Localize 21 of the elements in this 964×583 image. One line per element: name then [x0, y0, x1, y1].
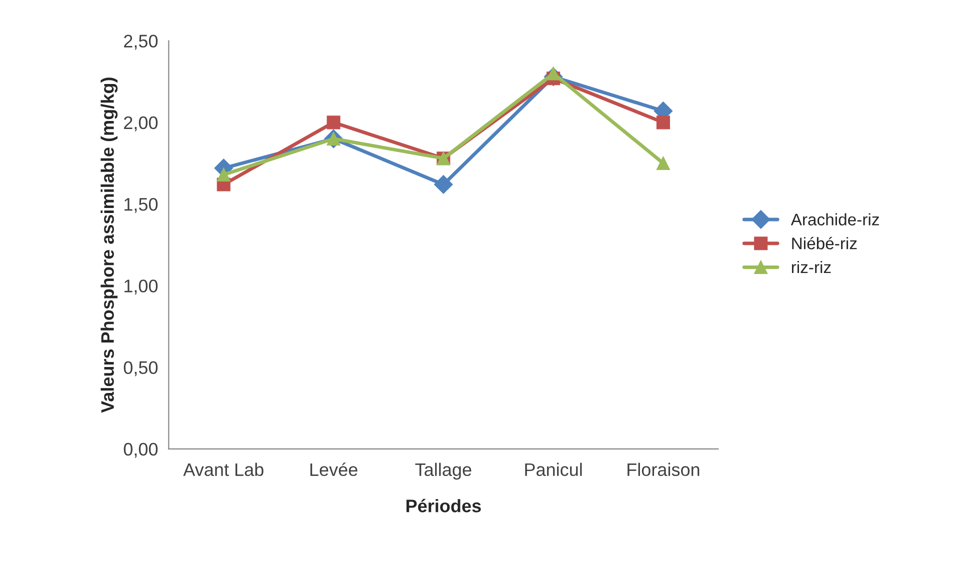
y-tick-label: 1,50 — [124, 198, 158, 213]
point — [656, 116, 670, 130]
x-tick-label: Panicul — [525, 462, 582, 476]
point — [326, 116, 340, 130]
point — [216, 168, 230, 182]
y-axis-title: Valeurs Phosphore assimilable (mg/kg) — [100, 78, 118, 413]
x-tick-label: Levée — [310, 462, 358, 476]
y-tick-label: 1,00 — [124, 280, 158, 295]
legend-label: Niébé-riz — [792, 236, 857, 250]
x-tick-label: Tallage — [415, 462, 472, 480]
legend-label: riz-riz — [792, 260, 831, 274]
point — [656, 156, 670, 170]
legend-label: Arachide-riz — [790, 213, 879, 226]
y-tick-label: 2,50 — [124, 34, 158, 50]
x-tick-label: Floraison — [628, 462, 700, 476]
y-tick-label: 0,50 — [124, 361, 158, 376]
y-tick-label: 0,00 — [124, 442, 158, 458]
x-axis-title: Périodes — [406, 498, 481, 512]
x-tick-label: Avant Lab — [183, 462, 264, 476]
point — [434, 175, 453, 194]
y-tick-label: 2,00 — [124, 116, 158, 132]
